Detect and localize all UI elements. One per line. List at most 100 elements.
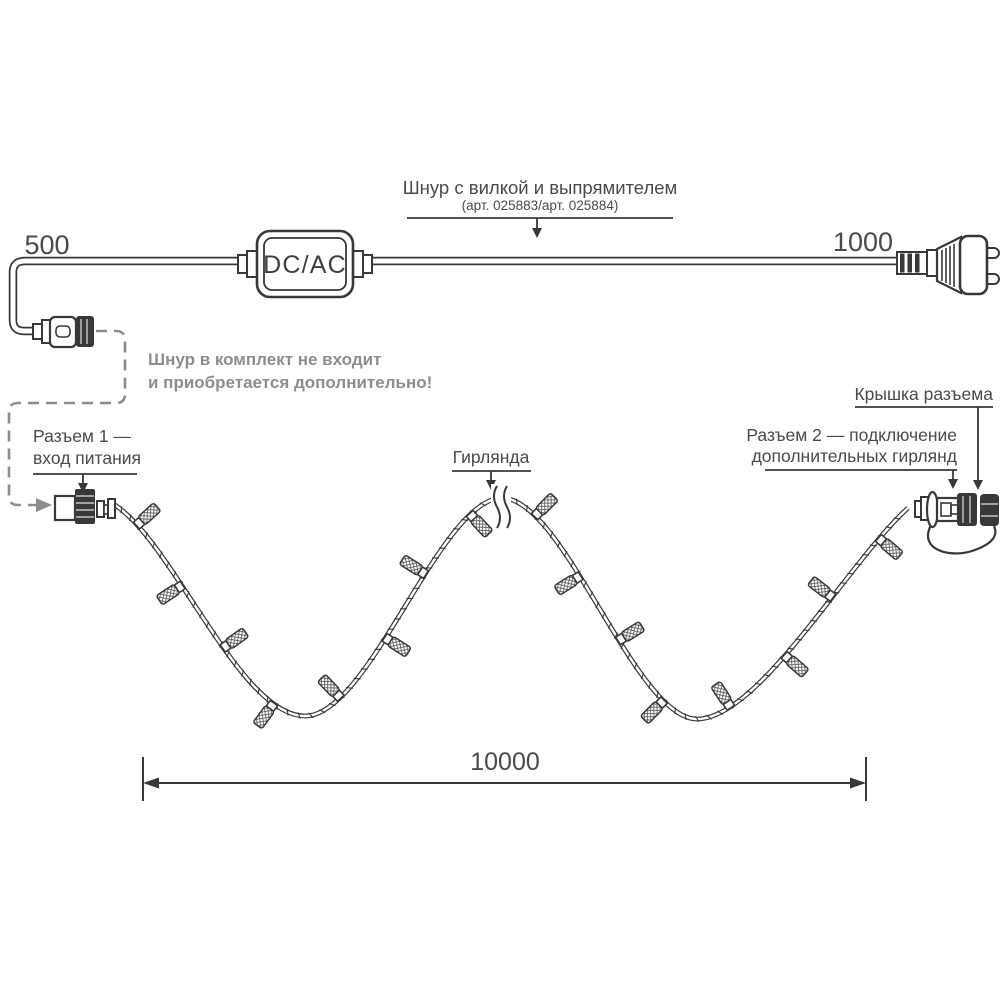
plug-rib (900, 253, 905, 273)
connector1-label-group: Разъем 1 — вход питания (33, 426, 141, 493)
wire-twist (684, 713, 687, 721)
wire-twist (620, 642, 625, 650)
wire-twist (563, 550, 568, 558)
wire-twist (525, 505, 528, 512)
bulb-glass (399, 555, 423, 576)
wire-twist (461, 518, 469, 522)
wire-twist (556, 540, 561, 548)
wire-twist (479, 502, 487, 507)
wire-twist (233, 660, 237, 668)
wire-twist (810, 619, 818, 622)
garland-bulb (381, 632, 412, 657)
wire-twist (754, 682, 762, 686)
adapter-nib (237, 254, 248, 274)
bulb-glass (253, 705, 275, 729)
wire-twist (862, 553, 870, 556)
garland-bulb (807, 576, 837, 603)
adapter-nib (352, 250, 364, 278)
cap-lanyard (927, 524, 997, 555)
wire-twist (607, 622, 612, 629)
wire-twist (854, 563, 862, 566)
wire-break-icon (491, 484, 511, 532)
adapter-nib (246, 250, 258, 278)
plug-rib (915, 253, 920, 273)
arrow-down-icon (948, 479, 958, 489)
wire-twist (582, 581, 587, 588)
adapter-outer-box (255, 229, 355, 299)
bulb-glass (225, 628, 249, 649)
adapter-nib (362, 254, 373, 274)
wire-twist (165, 561, 170, 568)
garland-wire-inner (114, 496, 909, 721)
wire-twist (120, 506, 123, 514)
bulb-glass (470, 515, 493, 538)
garland-bulb (874, 533, 903, 560)
garland-wire-group (113, 484, 910, 729)
bulb-glass (711, 681, 732, 705)
wire-twist (542, 521, 546, 529)
garland-bulbs (132, 493, 903, 729)
cord-subtitle: (арт. 025883/арт. 025884) (462, 198, 619, 213)
wire-twist (172, 571, 177, 578)
arrow-right-gray-icon (36, 498, 52, 512)
garland-bulb (253, 699, 279, 729)
bulb-glass (554, 574, 578, 595)
connector-black-cap-icon (76, 316, 94, 347)
adapter-label: DC/AC (263, 251, 347, 279)
note-group: Шнур в комплект не входит и приобретаетс… (148, 350, 432, 392)
wire-twist (787, 647, 795, 650)
connector1-group (53, 489, 116, 524)
plug-face (958, 234, 989, 296)
dashed-leader-path (7, 329, 127, 507)
cord-label-group: Шнур с вилкой и выпрямителем (арт. 02588… (403, 177, 677, 238)
garland-bulb (780, 650, 809, 678)
wire-twist (633, 662, 638, 670)
garland-bulb (711, 681, 736, 712)
wire-twist (817, 610, 825, 613)
dim-10000: 10000 (470, 748, 540, 776)
bulb-glass (387, 636, 412, 657)
wire-twist (614, 632, 618, 639)
garland-twists (120, 494, 901, 723)
wire-twist (802, 629, 810, 632)
break-squiggle (493, 485, 501, 529)
bulb-glass (535, 493, 558, 516)
garland-wire-path (113, 495, 910, 722)
wire-twist (226, 650, 230, 658)
wire-twist (205, 621, 210, 628)
connector2-body (935, 496, 960, 523)
wire-twist (640, 672, 645, 680)
arrow-down-icon (78, 483, 88, 493)
adapter-inner-box (263, 237, 347, 291)
dim-1000: 1000 (833, 227, 893, 257)
connector-slot (55, 325, 71, 338)
wire-twist (825, 601, 832, 603)
wire-twist (570, 560, 575, 568)
garland-label-group: Гирлянда (452, 447, 531, 490)
wire-twist (308, 712, 314, 719)
plug-step (926, 249, 938, 277)
wire-twist (706, 714, 712, 720)
garland-bulb (465, 509, 493, 538)
wire-twist (198, 611, 203, 618)
connector2-label-line2: дополнительных гирлянд (752, 446, 957, 466)
connector-bit (96, 500, 105, 518)
bulb-glass (317, 674, 340, 697)
wire-twist (445, 537, 453, 540)
connector-bit (41, 319, 51, 344)
garland-bulb (554, 570, 585, 595)
wire-twist (869, 544, 877, 547)
wire-twist (771, 665, 779, 668)
break-gap (491, 484, 511, 532)
connector-body (48, 315, 78, 349)
wire-twist (345, 686, 353, 689)
bulb-glass (138, 503, 161, 525)
wire-twist (353, 677, 361, 680)
bulb-glass (786, 655, 809, 678)
wire-twist (847, 572, 855, 575)
connector-bit (107, 498, 116, 519)
connector1-label-line2: вход питания (33, 448, 141, 468)
arrow-right-icon (850, 777, 866, 789)
cap-label-group: Крышка разъема (854, 384, 993, 490)
